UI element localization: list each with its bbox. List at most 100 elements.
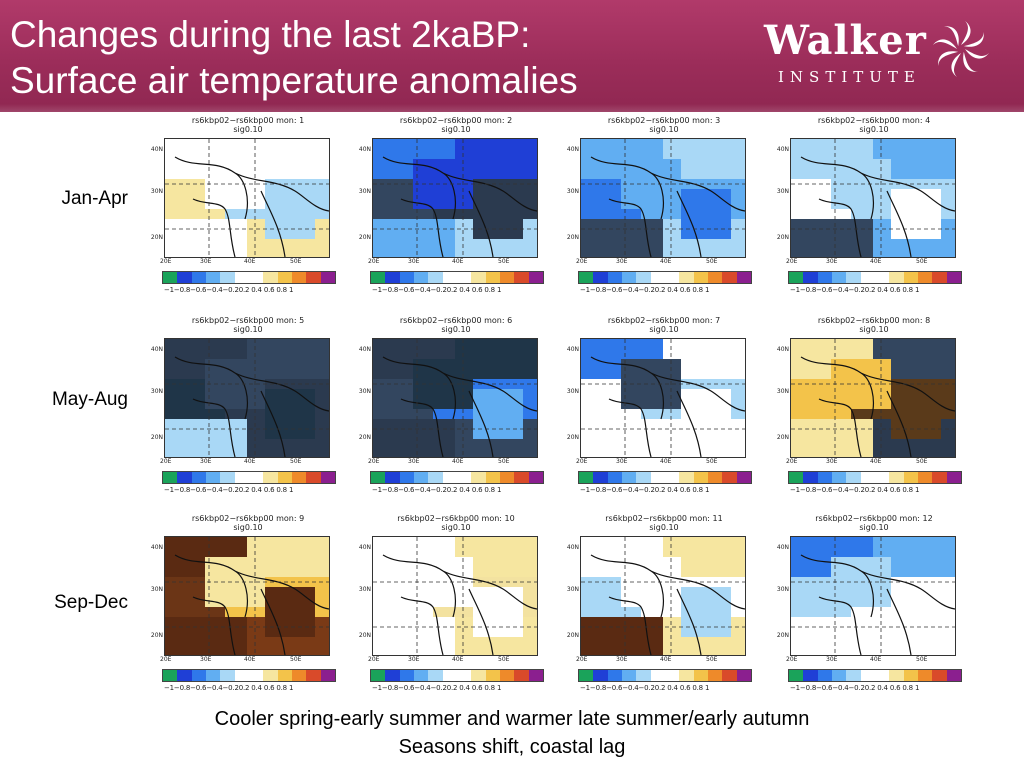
longitude-label: 20E [160, 258, 172, 265]
longitude-label: 50E [290, 656, 302, 663]
anomaly-field-region [891, 587, 941, 637]
panel-title-text: rs6kbp02−rs6kbp00 mon: 4 [817, 116, 931, 125]
map-panel: rs6kbp02−rs6kbp00 mon: 12 sig0.10 40N 30N 20… [776, 514, 972, 700]
longitude-label: 40E [870, 258, 882, 265]
panel-title-text: rs6kbp02−rs6kbp00 mon: 6 [399, 316, 513, 325]
longitude-label: 20E [368, 656, 380, 663]
colorbar-swatch [385, 472, 400, 483]
colorbar-labels: −1−0.8−0.6−0.4−0.20.2 0.4 0.6 0.8 1 [580, 684, 710, 692]
colorbar-swatch [428, 472, 443, 483]
longitude-label: 40E [660, 656, 672, 663]
latitude-label: 30N [566, 586, 579, 593]
colorbar-swatch [679, 472, 694, 483]
map-panel: rs6kbp02−rs6kbp00 mon: 4 sig0.10 40N 30N 20N… [776, 116, 972, 302]
colorbar-swatch [817, 670, 832, 681]
longitude-label: 40E [244, 656, 256, 663]
row-label-may-aug: May-Aug [51, 389, 128, 410]
colorbar-swatch [593, 272, 608, 283]
longitude-label: 40E [244, 258, 256, 265]
colorbar-swatch [707, 272, 723, 283]
colorbar [788, 669, 962, 682]
colorbar-swatch [946, 472, 961, 483]
longitude-label: 30E [826, 458, 838, 465]
colorbar-swatch [471, 272, 486, 283]
colorbar-labels: −1−0.8−0.6−0.4−0.20.2 0.4 0.6 0.8 1 [790, 486, 920, 494]
colorbar-swatch [903, 472, 918, 483]
colorbar-swatch [817, 272, 832, 283]
latitude-label: 20N [776, 632, 789, 639]
colorbar-swatch [593, 472, 608, 483]
longitude-label: 30E [616, 656, 628, 663]
panel-title-text: rs6kbp02−rs6kbp00 mon: 12 [815, 514, 933, 523]
anomaly-field-region [265, 189, 315, 239]
colorbar-swatch [385, 272, 400, 283]
latitude-label: 20N [358, 434, 371, 441]
colorbar-swatch [874, 472, 890, 483]
latitude-label: 30N [776, 188, 789, 195]
longitude-label: 20E [576, 258, 588, 265]
colorbar-labels: −1−0.8−0.6−0.4−0.20.2 0.4 0.6 0.8 1 [790, 286, 920, 294]
colorbar [578, 669, 752, 682]
panel-significance-text: sig0.10 [233, 325, 263, 334]
panel-significance-text: sig0.10 [859, 125, 889, 134]
latitude-label: 30N [566, 388, 579, 395]
latitude-label: 20N [150, 234, 163, 241]
colorbar-swatch [306, 472, 321, 483]
colorbar-swatch [693, 670, 708, 681]
latitude-label: 20N [150, 434, 163, 441]
colorbar-swatch [514, 272, 529, 283]
colorbar-swatch [846, 670, 861, 681]
row-label-jan-apr: Jan-Apr [61, 188, 128, 209]
colorbar-swatch [917, 670, 933, 681]
coastline [174, 554, 329, 655]
coastline [382, 554, 537, 655]
longitude-label: 40E [452, 258, 464, 265]
colorbar-swatch [291, 272, 307, 283]
logo-wordmark: Walker [764, 17, 927, 64]
colorbar-swatch [291, 472, 307, 483]
longitude-label: 20E [160, 458, 172, 465]
panel-significance-text: sig0.10 [233, 523, 263, 532]
longitude-label: 50E [916, 458, 928, 465]
colorbar-swatch [399, 472, 414, 483]
longitude-label: 30E [826, 656, 838, 663]
panel-title: rs6kbp02−rs6kbp00 mon: 5 sig0.10 [150, 316, 346, 334]
panel-title: rs6kbp02−rs6kbp00 mon: 10 sig0.10 [358, 514, 554, 532]
latitude-label: 20N [566, 632, 579, 639]
latitude-label: 30N [776, 388, 789, 395]
colorbar-swatch [514, 472, 529, 483]
map-panel: rs6kbp02−rs6kbp00 mon: 6 sig0.10 40N 30N 20N… [358, 316, 554, 502]
colorbar-swatch [399, 670, 414, 681]
colorbar-swatch [220, 670, 235, 681]
colorbar-swatch [621, 272, 637, 283]
latitude-label: 30N [150, 388, 163, 395]
colorbar-swatch [456, 272, 472, 283]
colorbar-swatch [163, 272, 178, 283]
colorbar-swatch [831, 272, 847, 283]
colorbar-swatch [456, 670, 472, 681]
colorbar-swatch [263, 272, 278, 283]
latitude-label: 40N [566, 146, 579, 153]
title-line-1: Changes during the last 2kaBP: [10, 14, 531, 55]
colorbar-swatch [220, 472, 235, 483]
longitude-label: 50E [498, 258, 510, 265]
latitude-label: 20N [566, 434, 579, 441]
colorbar-swatch [860, 472, 875, 483]
anomaly-field-region [473, 389, 523, 439]
panel-significance-text: sig0.10 [441, 325, 471, 334]
colorbar-swatch [471, 670, 486, 681]
anomaly-map [790, 536, 956, 656]
colorbar-swatch [860, 272, 875, 283]
latitude-label: 30N [358, 586, 371, 593]
latitude-label: 30N [358, 388, 371, 395]
coastline [174, 156, 329, 257]
panel-title: rs6kbp02−rs6kbp00 mon: 11 sig0.10 [566, 514, 762, 532]
anomaly-map [372, 536, 538, 656]
anomaly-field-region [165, 419, 247, 457]
longitude-label: 20E [576, 656, 588, 663]
panel-title-text: rs6kbp02−rs6kbp00 mon: 7 [607, 316, 721, 325]
colorbar-swatch [789, 272, 804, 283]
latitude-label: 40N [358, 146, 371, 153]
longitude-label: 50E [498, 458, 510, 465]
panel-title: rs6kbp02−rs6kbp00 mon: 8 sig0.10 [776, 316, 972, 334]
